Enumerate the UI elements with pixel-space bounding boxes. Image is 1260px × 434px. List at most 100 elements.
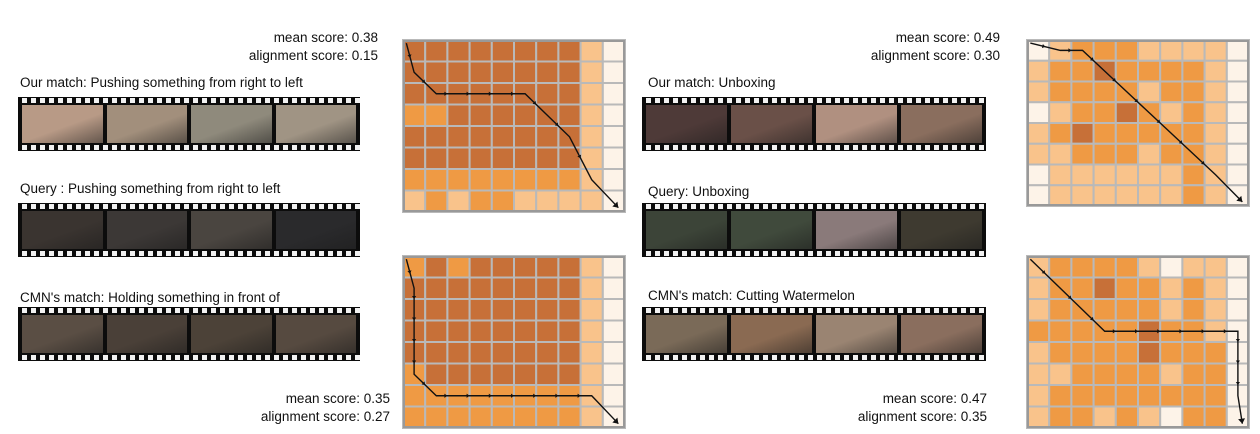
right-query-film [642, 203, 986, 257]
matrix-cell [402, 189, 427, 213]
right-bottom-alignment-matrix [1026, 255, 1251, 429]
matrix-cell [1181, 122, 1206, 145]
matrix-cell [1070, 80, 1095, 104]
matrix-cell [579, 362, 604, 386]
matrix-cell [557, 255, 582, 279]
film-frame [275, 105, 356, 143]
path-arrowhead [1112, 77, 1116, 82]
matrix-cell [1225, 101, 1251, 124]
matrix-cell [402, 384, 427, 408]
matrix-cell [1137, 142, 1162, 166]
film-frame [191, 211, 272, 249]
film-frame [731, 211, 812, 249]
matrix-cell [468, 341, 493, 365]
matrix-cell [601, 341, 627, 365]
left-cmn-match-label: CMN's match: Holding something in front … [20, 290, 280, 305]
matrix-cell [1026, 384, 1051, 408]
path-arrowhead [466, 91, 470, 96]
film-frame [191, 105, 272, 143]
matrix-cell [557, 39, 582, 63]
matrix-cell [1203, 80, 1228, 104]
matrix-cell [1181, 59, 1206, 83]
right-query-label: Query: Unboxing [648, 184, 750, 199]
matrix-cell [1026, 298, 1051, 322]
matrix-cell [1070, 341, 1095, 365]
matrix-cell [1114, 59, 1140, 83]
path-arrowhead [1157, 329, 1161, 334]
matrix-cell [1070, 255, 1095, 279]
matrix-cell [535, 362, 560, 386]
left-query-label: Query : Pushing something from right to … [20, 181, 281, 196]
right-bottom-scores: mean score: 0.47 alignment score: 0.35 [840, 390, 987, 426]
matrix-cell [1159, 341, 1184, 365]
matrix-border [403, 40, 625, 212]
matrix-cell [1092, 362, 1117, 386]
matrix-cell [557, 103, 582, 127]
matrix-cell [601, 362, 627, 386]
matrix-cell [468, 319, 493, 343]
path-arrowhead [444, 91, 448, 96]
matrix-cell [1181, 341, 1206, 365]
matrix-cell [1203, 276, 1228, 300]
matrix-cell [535, 168, 560, 192]
matrix-cell [446, 255, 471, 279]
path-arrowhead [407, 54, 412, 58]
matrix-cell [1026, 276, 1051, 300]
matrix-cell [513, 146, 538, 170]
matrix-cell [1203, 122, 1228, 145]
path-arrowhead [1200, 160, 1205, 165]
matrix-cell [1137, 163, 1162, 187]
film-frame [646, 105, 727, 143]
film-frame [275, 315, 356, 353]
matrix-cell [1225, 276, 1251, 300]
matrix-cell [1203, 39, 1228, 62]
matrix-cell [402, 103, 427, 127]
matrix-cell [1026, 142, 1051, 166]
matrix-cell [1070, 59, 1095, 83]
matrix-cell [1181, 276, 1206, 300]
matrix-cell [579, 60, 604, 84]
matrix-cell [1048, 255, 1073, 279]
matrix-cell [557, 362, 582, 386]
matrix-cell [1092, 184, 1117, 207]
path-arrowhead [1179, 329, 1183, 334]
matrix-cell [557, 60, 582, 84]
path-arrowhead [532, 100, 537, 105]
matrix-cell [402, 82, 427, 106]
matrix-cell [601, 168, 627, 192]
matrix-cell [579, 298, 604, 322]
matrix-cell [1114, 362, 1140, 386]
matrix-cell [1114, 142, 1140, 166]
matrix-cell [579, 255, 604, 279]
matrix-cell [513, 405, 538, 429]
matrix-cell [535, 82, 560, 106]
matrix-cell [1070, 163, 1095, 187]
path-arrowhead [1223, 329, 1227, 334]
matrix-cell [1114, 163, 1140, 187]
right-bottom-alignment-score: alignment score: 0.35 [857, 409, 987, 424]
matrix-cell [579, 319, 604, 343]
matrix-cell [1092, 405, 1117, 429]
matrix-border [1027, 40, 1249, 206]
matrix-cell [601, 255, 627, 279]
film-frame [106, 105, 187, 143]
matrix-cell [468, 60, 493, 84]
matrix-cell [1137, 255, 1162, 279]
matrix-cell [1114, 255, 1140, 279]
matrix-cell [1092, 142, 1117, 166]
matrix-cell [579, 103, 604, 127]
matrix-cell [424, 362, 449, 386]
matrix-cell [468, 146, 493, 170]
matrix-cell [1159, 298, 1184, 322]
matrix-cell [468, 125, 493, 149]
matrix-cell [490, 39, 516, 63]
path-arrowhead [1068, 48, 1072, 53]
right-top-scores: mean score: 0.49 alignment score: 0.30 [850, 29, 1000, 65]
left-top-scores: mean score: 0.38 alignment score: 0.15 [230, 29, 378, 65]
matrix-cell [1159, 362, 1184, 386]
film-frame [901, 211, 982, 249]
path-arrowhead [421, 381, 426, 385]
matrix-cell [535, 319, 560, 343]
matrix-cell [1159, 384, 1184, 408]
matrix-cell [1114, 298, 1140, 322]
